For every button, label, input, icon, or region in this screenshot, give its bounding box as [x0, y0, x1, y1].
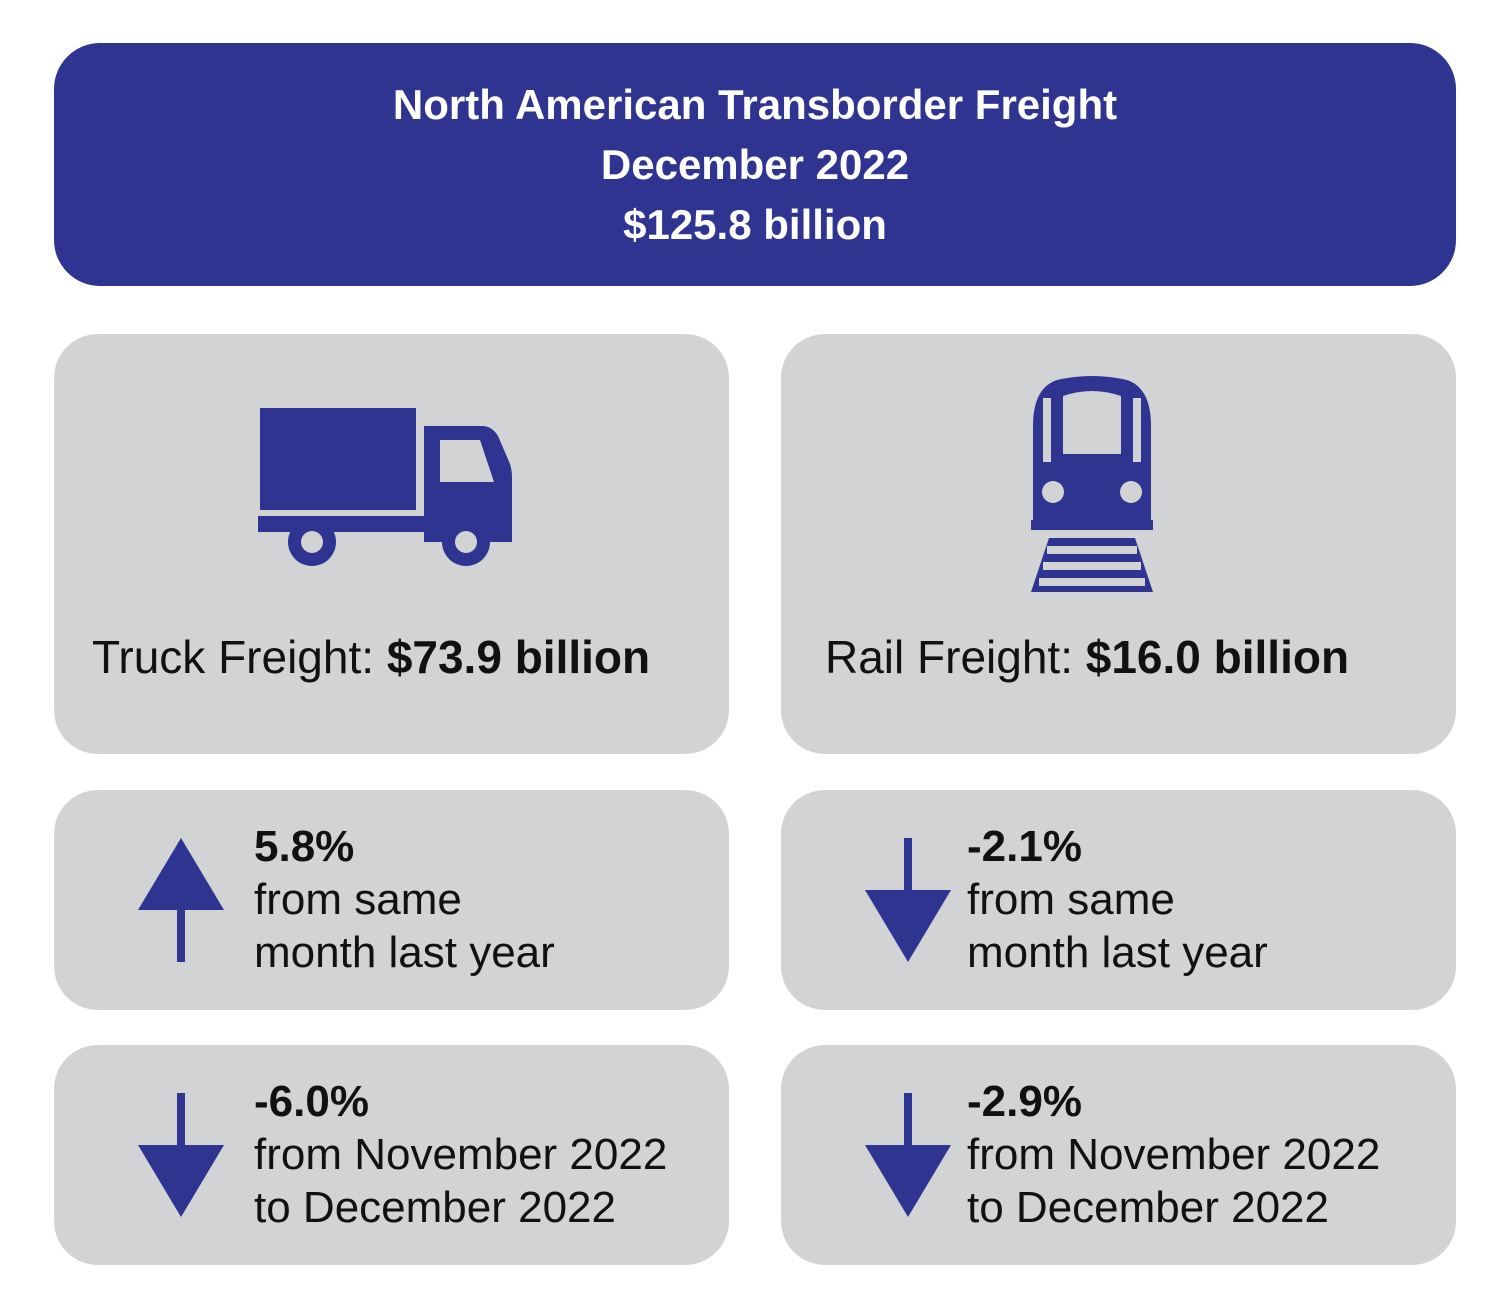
truck-mom-text: -6.0% from November 2022 to December 202…: [254, 1075, 667, 1234]
rail-freight-value: $16.0 billion: [1085, 631, 1350, 683]
truck-icon: [258, 408, 512, 566]
truck-yoy-line2: month last year: [254, 928, 555, 977]
arrow-down-icon: [865, 1093, 951, 1217]
rail-yoy-card: -2.1% from same month last year: [781, 790, 1456, 1010]
rail-mom-card: -2.9% from November 2022 to December 202…: [781, 1045, 1456, 1265]
header-banner: North American Transborder Freight Decem…: [54, 43, 1456, 286]
truck-yoy-percent: 5.8%: [254, 822, 355, 871]
arrow-down-icon: [138, 1093, 224, 1217]
rail-mom-percent: -2.9%: [967, 1077, 1082, 1126]
truck-mom-percent: -6.0%: [254, 1077, 369, 1126]
truck-freight-label: Truck Freight: $73.9 billion: [92, 630, 650, 684]
rail-mom-text: -2.9% from November 2022 to December 202…: [967, 1075, 1380, 1234]
rail-yoy-line2: month last year: [967, 928, 1268, 977]
train-icon: [1031, 376, 1153, 592]
rail-yoy-line1: from same: [967, 875, 1175, 924]
arrow-down-icon: [865, 838, 951, 962]
truck-freight-card: Truck Freight: $73.9 billion: [54, 334, 729, 754]
total-value: $125.8 billion: [623, 200, 887, 248]
rail-freight-card: Rail Freight: $16.0 billion: [781, 334, 1456, 754]
truck-yoy-line1: from same: [254, 875, 462, 924]
truck-mom-line2: to December 2022: [254, 1183, 616, 1232]
page-title: North American Transborder Freight: [392, 80, 1118, 128]
truck-freight-label-text: Truck Freight:: [92, 631, 387, 683]
truck-mom-card: -6.0% from November 2022 to December 202…: [54, 1045, 729, 1265]
rail-mom-line1: from November 2022: [967, 1130, 1381, 1179]
truck-yoy-card: 5.8% from same month last year: [54, 790, 729, 1010]
truck-yoy-text: 5.8% from same month last year: [254, 820, 555, 979]
rail-freight-label-text: Rail Freight:: [825, 631, 1086, 683]
arrow-up-icon: [138, 838, 224, 962]
truck-mom-line1: from November 2022: [254, 1130, 668, 1179]
rail-mom-line2: to December 2022: [967, 1183, 1329, 1232]
period-label: December 2022: [600, 140, 910, 188]
rail-freight-label: Rail Freight: $16.0 billion: [825, 630, 1349, 684]
rail-yoy-text: -2.1% from same month last year: [967, 820, 1268, 979]
truck-freight-value: $73.9 billion: [386, 631, 651, 683]
rail-yoy-percent: -2.1%: [967, 822, 1082, 871]
